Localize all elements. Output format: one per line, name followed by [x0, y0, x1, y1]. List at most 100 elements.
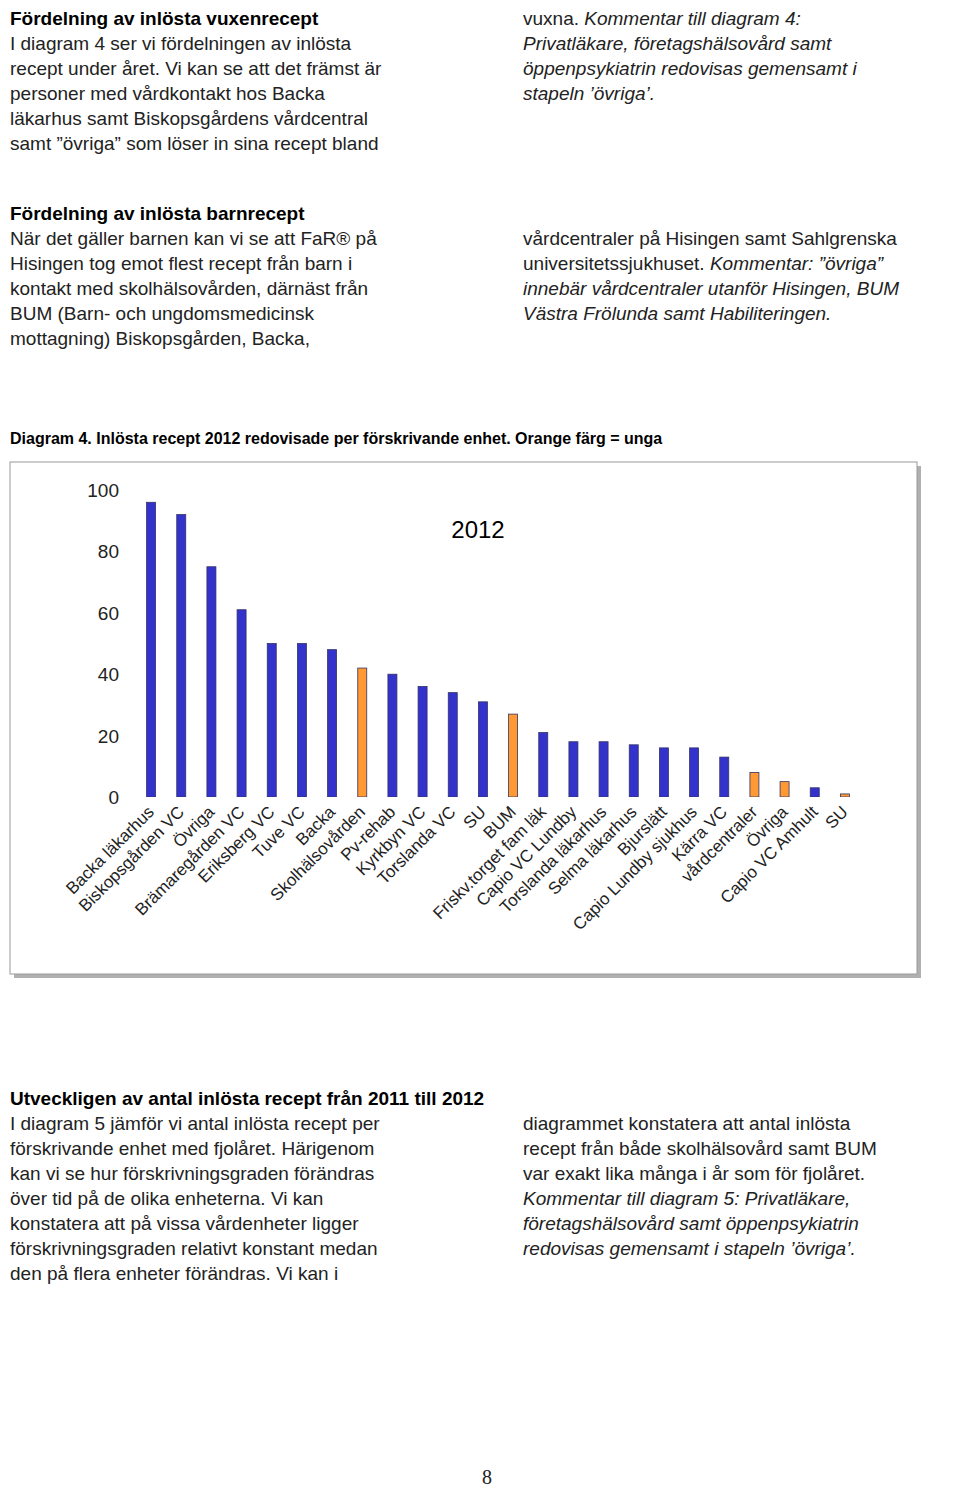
- text-line: konstatera att på vissa vårdenheter ligg…: [10, 1213, 359, 1235]
- y-tick-label: 80: [98, 541, 119, 562]
- text-segment: Hisingen tog emot flest recept från barn…: [10, 253, 352, 274]
- text-segment: Kommentar till diagram 4:: [584, 8, 800, 29]
- y-tick-label: 20: [98, 726, 119, 747]
- text-segment: 8: [482, 1466, 492, 1488]
- text-line: företagshälsovård samt öppenpsykiatrin: [523, 1213, 859, 1235]
- text-segment: universitetssjukhuset.: [523, 253, 710, 274]
- text-segment: Fördelning av inlösta barnrecept: [10, 203, 305, 224]
- bar: [207, 567, 216, 797]
- text-segment: Privatläkare, företagshälsovård samt: [523, 33, 831, 54]
- text-line: Hisingen tog emot flest recept från barn…: [10, 253, 352, 275]
- bar: [388, 674, 397, 797]
- text-line: kan vi se hur förskrivningsgraden föränd…: [10, 1163, 374, 1185]
- text-segment: förskrivande enhet med fjolåret. Härigen…: [10, 1138, 374, 1159]
- text-segment: läkarhus samt Biskopsgårdens vårdcentral: [10, 108, 368, 129]
- text-line: diagrammet konstatera att antal inlösta: [523, 1113, 850, 1135]
- text-segment: personer med vårdkontakt hos Backa: [10, 83, 325, 104]
- bar: [690, 748, 699, 797]
- text-segment: redovisas gemensamt i stapeln ’övriga’.: [523, 1238, 856, 1259]
- text-segment: vårdcentraler på Hisingen samt Sahlgrens…: [523, 228, 897, 249]
- text-segment: Fördelning av inlösta vuxenrecept: [10, 8, 318, 29]
- text-segment: Kommentar: ”övriga”: [710, 253, 883, 274]
- text-segment: Västra Frölunda samt Habiliteringen.: [523, 303, 831, 324]
- text-line: den på flera enheter förändras. Vi kan i: [10, 1263, 338, 1285]
- text-line: över tid på de olika enheterna. Vi kan: [10, 1188, 323, 1210]
- bar: [629, 745, 638, 797]
- text-line: kontakt med skolhälsovården, därnäst frå…: [10, 278, 368, 300]
- text-line: förskrivande enhet med fjolåret. Härigen…: [10, 1138, 374, 1160]
- bar: [237, 610, 246, 797]
- text-segment: Kommentar till diagram 5: Privatläkare,: [523, 1188, 850, 1209]
- text-line: Kommentar till diagram 5: Privatläkare,: [523, 1188, 850, 1210]
- text-line: BUM (Barn- och ungdomsmedicinsk: [10, 303, 314, 325]
- text-line: recept från både skolhälsovård samt BUM: [523, 1138, 877, 1160]
- text-segment: konstatera att på vissa vårdenheter ligg…: [10, 1213, 359, 1234]
- bar: [599, 742, 608, 797]
- text-segment: I diagram 4 ser vi fördelningen av inlös…: [10, 33, 351, 54]
- text-segment: förskrivningsgraden relativt konstant me…: [10, 1238, 378, 1259]
- page-number: 8: [482, 1466, 492, 1489]
- x-tick-label: Biskopsgården VC: [75, 802, 188, 915]
- y-tick-label: 0: [108, 787, 119, 808]
- text-segment: den på flera enheter förändras. Vi kan i: [10, 1263, 338, 1284]
- text-segment: Utveckligen av antal inlösta recept från…: [10, 1088, 484, 1109]
- bar: [539, 733, 548, 797]
- bar: [358, 668, 367, 797]
- bar: [448, 693, 457, 797]
- text-segment: innebär vårdcentraler utanför Hisingen, …: [523, 278, 899, 299]
- text-segment: Diagram 4. Inlösta recept 2012 redovisad…: [10, 430, 662, 447]
- text-line: vuxna. Kommentar till diagram 4:: [523, 8, 801, 30]
- chart-frame: [10, 462, 917, 974]
- figure-caption: Diagram 4. Inlösta recept 2012 redovisad…: [10, 430, 662, 448]
- text-segment: kontakt med skolhälsovården, därnäst frå…: [10, 278, 368, 299]
- text-line: I diagram 5 jämför vi antal inlösta rece…: [10, 1113, 380, 1135]
- bar: [720, 757, 729, 797]
- text-segment: kan vi se hur förskrivningsgraden föränd…: [10, 1163, 374, 1184]
- bar: [840, 794, 849, 797]
- text-segment: I diagram 5 jämför vi antal inlösta rece…: [10, 1113, 380, 1134]
- x-tick-label: Torslanda VC: [374, 802, 460, 888]
- text-segment: När det gäller barnen kan vi se att FaR®…: [10, 228, 377, 249]
- bar: [328, 650, 337, 797]
- text-line: vårdcentraler på Hisingen samt Sahlgrens…: [523, 228, 897, 250]
- bar: [509, 714, 518, 797]
- text-line: öppenpsykiatrin redovisas gemensamt i: [523, 58, 857, 80]
- bar: [810, 788, 819, 797]
- text-line: Västra Frölunda samt Habiliteringen.: [523, 303, 831, 325]
- text-segment: BUM (Barn- och ungdomsmedicinsk: [10, 303, 314, 324]
- text-line: universitetssjukhuset. Kommentar: ”övrig…: [523, 253, 883, 275]
- y-tick-label: 100: [87, 480, 119, 501]
- bar: [478, 702, 487, 797]
- text-segment: mottagning) Biskopsgården, Backa,: [10, 328, 310, 349]
- text-line: var exakt lika många i år som för fjolår…: [523, 1163, 865, 1185]
- text-segment: vuxna.: [523, 8, 584, 29]
- text-line: recept under året. Vi kan se att det frä…: [10, 58, 381, 80]
- bar: [177, 515, 186, 797]
- y-tick-label: 60: [98, 603, 119, 624]
- x-tick-label: Capio VC Amhult: [717, 802, 822, 907]
- text-segment: var exakt lika många i år som för fjolår…: [523, 1163, 865, 1184]
- text-segment: öppenpsykiatrin redovisas gemensamt i: [523, 58, 857, 79]
- text-line: När det gäller barnen kan vi se att FaR®…: [10, 228, 377, 250]
- text-line: läkarhus samt Biskopsgårdens vårdcentral: [10, 108, 368, 130]
- chart: 020406080100Backa läkarhusBiskopsgården …: [0, 0, 960, 1501]
- text-line: samt ”övriga” som löser in sina recept b…: [10, 133, 379, 155]
- page: {"document": { "sections": [ {"heading":…: [0, 0, 960, 1501]
- text-line: redovisas gemensamt i stapeln ’övriga’.: [523, 1238, 856, 1260]
- text-segment: diagrammet konstatera att antal inlösta: [523, 1113, 850, 1134]
- text-segment: recept från både skolhälsovård samt BUM: [523, 1138, 877, 1159]
- y-tick-label: 40: [98, 664, 119, 685]
- bar: [147, 502, 156, 797]
- text-line: förskrivningsgraden relativt konstant me…: [10, 1238, 378, 1260]
- bar: [418, 686, 427, 797]
- text-line: innebär vårdcentraler utanför Hisingen, …: [523, 278, 899, 300]
- text-segment: företagshälsovård samt öppenpsykiatrin: [523, 1213, 859, 1234]
- bar: [297, 644, 306, 798]
- text-segment: samt ”övriga” som löser in sina recept b…: [10, 133, 379, 154]
- bars: [147, 502, 850, 797]
- section-heading: Fördelning av inlösta vuxenrecept: [10, 8, 318, 30]
- section-heading: Fördelning av inlösta barnrecept: [10, 203, 305, 225]
- bar: [750, 772, 759, 797]
- text-line: mottagning) Biskopsgården, Backa,: [10, 328, 310, 350]
- bar: [780, 782, 789, 797]
